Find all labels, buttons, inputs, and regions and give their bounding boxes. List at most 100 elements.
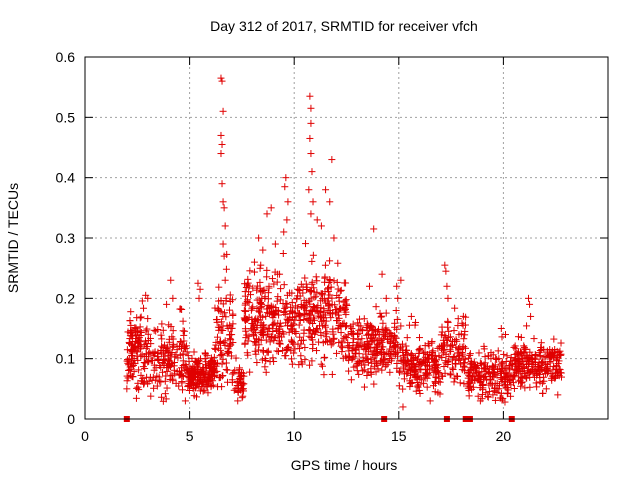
- data-point: [287, 322, 295, 330]
- data-point: [484, 393, 492, 401]
- data-point: [308, 257, 316, 265]
- data-point: [407, 312, 415, 320]
- data-point: [394, 294, 402, 302]
- data-point: [512, 362, 520, 370]
- data-point: [497, 373, 505, 381]
- data-point: [387, 340, 395, 348]
- data-point: [288, 321, 296, 329]
- data-point: [511, 350, 519, 358]
- data-point: [144, 380, 152, 388]
- data-point: [441, 341, 449, 349]
- data-point: [150, 384, 158, 392]
- data-point: [162, 372, 170, 380]
- data-point: [306, 92, 314, 100]
- data-point: [295, 321, 303, 329]
- data-point: [378, 270, 386, 278]
- data-point: [437, 331, 445, 339]
- data-point: [239, 380, 247, 388]
- data-point: [372, 303, 380, 311]
- data-point: [242, 334, 250, 342]
- data-point: [476, 359, 484, 367]
- data-point: [530, 335, 538, 343]
- data-point: [503, 352, 511, 360]
- data-point: [241, 292, 249, 300]
- data-point: [317, 222, 325, 230]
- data-point: [170, 362, 178, 370]
- data-point: [234, 397, 242, 405]
- data-point: [467, 376, 475, 384]
- data-point: [343, 354, 351, 362]
- data-point: [450, 327, 458, 335]
- data-point: [266, 338, 274, 346]
- data-point: [329, 310, 337, 318]
- data-point: [351, 346, 359, 354]
- data-point: [342, 296, 350, 304]
- data-point: [476, 397, 484, 405]
- data-point: [320, 308, 328, 316]
- data-point: [223, 322, 231, 330]
- data-point: [214, 383, 222, 391]
- data-point: [440, 363, 448, 371]
- data-point: [212, 341, 220, 349]
- data-point: [452, 360, 460, 368]
- data-point: [326, 276, 334, 284]
- data-point: [537, 339, 545, 347]
- data-point: [219, 240, 227, 248]
- data-point: [312, 325, 320, 333]
- data-point: [370, 225, 378, 233]
- data-point: [379, 343, 387, 351]
- data-point: [536, 352, 544, 360]
- data-point: [169, 340, 177, 348]
- data-point: [370, 337, 378, 345]
- data-point: [355, 350, 363, 358]
- data-point: [211, 344, 219, 352]
- data-point: [554, 354, 562, 362]
- data-point: [418, 376, 426, 384]
- data-point: [453, 372, 461, 380]
- data-point: [372, 351, 380, 359]
- data-point: [460, 355, 468, 363]
- data-point: [263, 309, 271, 317]
- data-point: [289, 339, 297, 347]
- data-point: [460, 335, 468, 343]
- data-point: [226, 291, 234, 299]
- data-point: [127, 359, 135, 367]
- data-point: [322, 299, 330, 307]
- data-point: [507, 353, 515, 361]
- data-point: [222, 313, 230, 321]
- data-point: [353, 367, 361, 375]
- data-point: [441, 261, 449, 269]
- data-point: [282, 174, 290, 182]
- data-point: [232, 354, 240, 362]
- data-point: [134, 356, 142, 364]
- data-point: [487, 355, 495, 363]
- data-point: [313, 216, 321, 224]
- data-point: [280, 228, 288, 236]
- data-point: [547, 353, 555, 361]
- data-point: [258, 327, 266, 335]
- data-point: [347, 376, 355, 384]
- data-point: [251, 329, 259, 337]
- data-point: [350, 335, 358, 343]
- data-point: [275, 339, 283, 347]
- data-point: [191, 380, 199, 388]
- data-point: [309, 302, 317, 310]
- data-point: [273, 297, 281, 305]
- data-point: [535, 366, 543, 374]
- data-point: [499, 394, 507, 402]
- data-point: [305, 186, 313, 194]
- data-point: [213, 367, 221, 375]
- data-point: [294, 292, 302, 300]
- data-point: [159, 368, 167, 376]
- data-point: [492, 354, 500, 362]
- data-point: [254, 346, 262, 354]
- data-point: [159, 326, 167, 334]
- data-point: [257, 300, 265, 308]
- data-point: [220, 252, 228, 260]
- data-point: [183, 342, 191, 350]
- data-point: [255, 234, 263, 242]
- data-point: [313, 277, 321, 285]
- data-point: [363, 354, 371, 362]
- data-point: [343, 322, 351, 330]
- data-point: [438, 323, 446, 331]
